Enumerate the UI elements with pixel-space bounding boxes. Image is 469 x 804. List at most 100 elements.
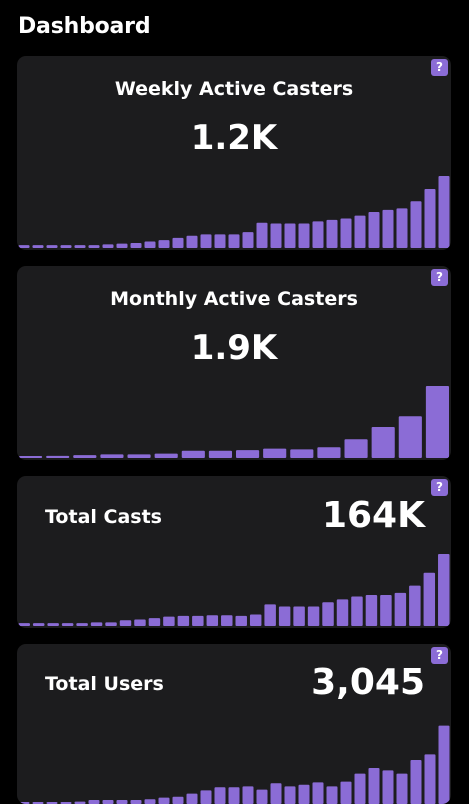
chart-bar [380,595,392,626]
chart-bar [263,448,287,458]
chart-bar [317,447,341,458]
chart-bar [425,386,450,458]
help-icon[interactable]: ? [431,59,448,76]
chart-bar [344,439,368,458]
chart-bar [290,449,314,458]
chart-bar [340,781,352,804]
chart-bar [47,623,59,626]
total-casts-card: ? Total Casts 164K [17,476,451,628]
chart-bar [74,245,86,248]
chart-bar [208,450,233,458]
bar-chart [19,386,450,458]
chart-bar [116,243,128,248]
card-value: 1.9K [190,328,278,368]
chart-bar [368,768,380,804]
chart-bar [46,455,70,458]
chart-bar [264,604,276,626]
chart-bar [410,760,422,804]
chart-bar [270,223,282,248]
chart-bar [88,800,100,804]
chart-bar [249,614,262,626]
chart-bar [32,623,45,626]
chart-bar [181,450,205,458]
chart-bar [18,245,30,248]
chart-bar [158,797,170,804]
chart-bar [158,240,170,248]
chart-bar [214,234,226,248]
help-icon[interactable]: ? [431,479,448,496]
chart-bar [76,623,88,626]
chart-bar [336,599,349,626]
chart-bar [394,592,407,626]
chart-bar [410,201,422,248]
card-value: 3,045 [311,662,425,703]
chart-bar [192,615,204,626]
chart-bar [278,606,291,626]
card-value: 1.2K [190,118,278,158]
chart-bar [200,234,212,248]
chart-bar [396,208,408,248]
chart-bar [148,618,161,626]
chart-bar [214,787,226,804]
chart-bar [73,455,97,458]
chart-bar [298,784,310,804]
page-title: Dashboard [18,14,151,39]
card-title: Total Users [45,673,164,695]
chart-bar [340,218,352,248]
chart-bar [424,754,436,804]
chart-bar [19,456,43,458]
card-title: Weekly Active Casters [114,78,354,100]
chart-bar [396,773,408,804]
chart-bar [298,223,310,248]
chart-bar [102,244,114,248]
chart-bar [382,770,394,804]
help-icon[interactable]: ? [431,647,448,664]
chart-bar [326,219,338,248]
chart-bar [228,787,240,804]
chart-bar [134,619,146,626]
chart-bar [100,454,124,458]
chart-bar [236,450,260,458]
chart-bar [354,215,366,248]
chart-bar [409,585,421,626]
chart-bar [163,616,175,626]
chart-bar [172,237,184,248]
total-users-card: ? Total Users 3,045 [17,644,451,804]
card-value: 164K [321,495,425,536]
chart-bar [438,554,450,626]
chart-bar [354,773,366,804]
chart-bar [382,209,394,248]
chart-bar [438,725,450,804]
monthly-active-casters-card: ? Monthly Active Casters 1.9K [17,266,451,460]
chart-bar [307,606,320,626]
chart-bar [144,241,156,248]
chart-bar [242,786,254,804]
chart-bar [270,783,282,804]
card-title: Total Casts [45,506,162,528]
bar-chart [18,554,450,626]
chart-bar [61,623,74,626]
chart-bar [228,234,240,248]
chart-bar [326,786,338,804]
chart-bar [312,221,324,248]
chart-bar [130,242,142,248]
chart-bar [284,223,296,248]
chart-bar [371,427,395,458]
chart-bar [177,615,190,626]
chart-bar [206,615,219,626]
bar-chart [18,176,450,248]
chart-bar [186,235,198,248]
chart-bar [88,245,100,248]
help-icon[interactable]: ? [431,269,448,286]
chart-bar [368,212,380,248]
weekly-active-casters-card: ? Weekly Active Casters 1.2K [17,56,451,250]
chart-bar [116,800,128,804]
chart-bar [119,620,132,626]
chart-bar [186,793,198,804]
chart-bar [424,188,436,248]
card-title: Monthly Active Casters [110,288,358,310]
chart-bar [312,782,324,804]
chart-bar [235,615,247,626]
chart-bar [322,602,334,626]
chart-bar [90,622,103,626]
